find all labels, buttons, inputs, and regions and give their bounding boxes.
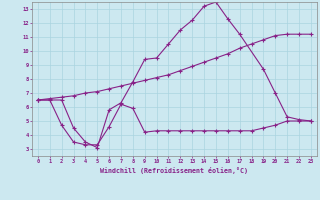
X-axis label: Windchill (Refroidissement éolien,°C): Windchill (Refroidissement éolien,°C) [100,167,248,174]
